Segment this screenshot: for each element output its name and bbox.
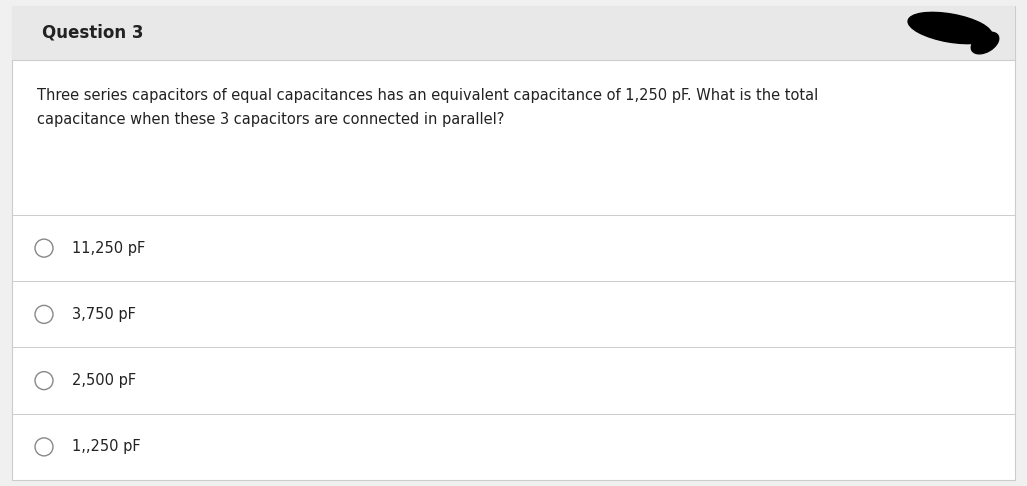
Ellipse shape: [908, 12, 992, 44]
Bar: [12, 6, 1015, 60]
Text: 11,250 pF: 11,250 pF: [72, 241, 145, 256]
Text: Question 3: Question 3: [42, 24, 144, 42]
Text: 1,,250 pF: 1,,250 pF: [72, 439, 141, 454]
Text: capacitance when these 3 capacitors are connected in parallel?: capacitance when these 3 capacitors are …: [37, 112, 504, 127]
Text: 3,750 pF: 3,750 pF: [72, 307, 136, 322]
Text: Three series capacitors of equal capacitances has an equivalent capacitance of 1: Three series capacitors of equal capacit…: [37, 88, 819, 103]
Text: 2,500 pF: 2,500 pF: [72, 373, 137, 388]
Ellipse shape: [972, 32, 998, 54]
